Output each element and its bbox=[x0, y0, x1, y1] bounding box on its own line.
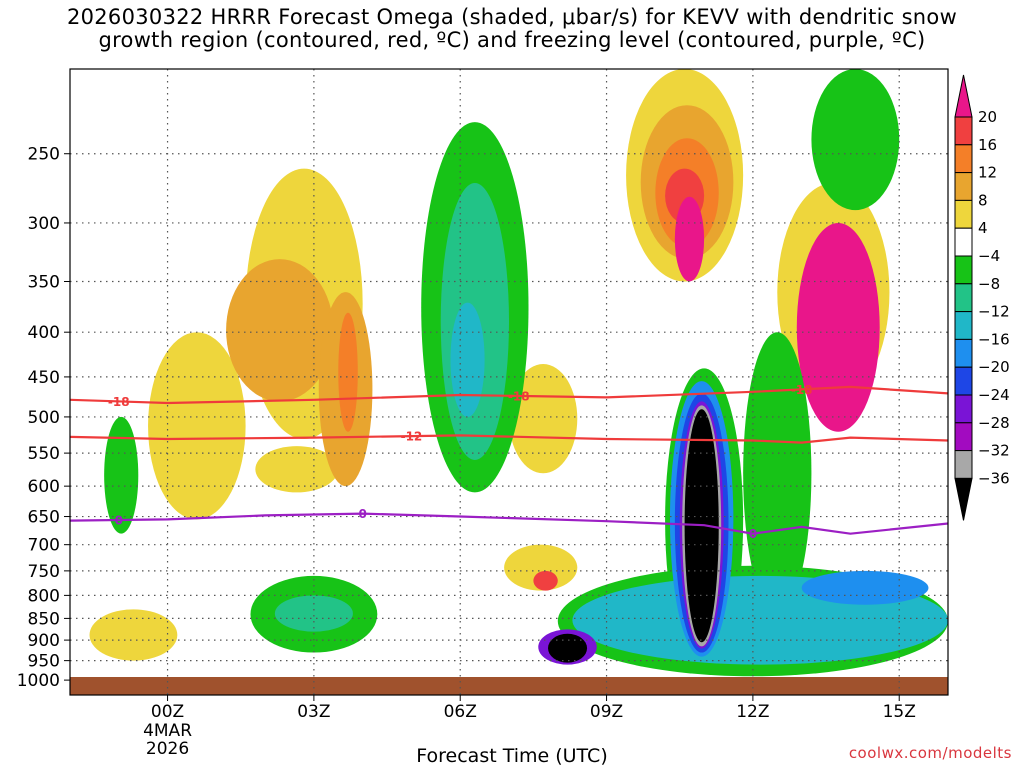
omega-region-4-6 bbox=[509, 364, 578, 474]
title-line-1: 2026030322 HRRR Forecast Omega (shaded, … bbox=[66, 5, 958, 29]
contour-label-neg12-0: -12 bbox=[401, 430, 423, 444]
y-axis: 2503003504004505005506006507007508008509… bbox=[17, 145, 70, 691]
omega-region-neg8-18 bbox=[104, 416, 139, 534]
contour-label-neg18-2: -18 bbox=[791, 383, 813, 397]
x-tick-label-03Z: 03Z bbox=[297, 702, 330, 722]
colorbar-swatch-13 bbox=[954, 450, 973, 479]
y-tick-label-550: 550 bbox=[28, 444, 60, 464]
omega-region-16-14 bbox=[533, 570, 558, 591]
ground-surface bbox=[70, 677, 948, 695]
omega-region-20-16 bbox=[796, 222, 880, 432]
omega-region-4-0 bbox=[148, 332, 246, 520]
colorbar-label-9: −20 bbox=[978, 358, 1010, 376]
contour-line-0 bbox=[70, 512, 948, 535]
y-tick-label-250: 250 bbox=[28, 145, 60, 165]
colorbar-swatch-10 bbox=[954, 366, 973, 396]
y-tick-label-850: 850 bbox=[28, 609, 60, 629]
temperature-contours: -18 -18 -18 -12 0 0 0 bbox=[70, 383, 948, 541]
omega-region-neg36-35 bbox=[548, 633, 588, 663]
colorbar-swatch-3 bbox=[954, 172, 973, 201]
chart-title: 2026030322 HRRR Forecast Omega (shaded, … bbox=[0, 6, 1024, 52]
colorbar-label-2: 12 bbox=[978, 164, 997, 182]
y-tick-label-650: 650 bbox=[28, 508, 60, 528]
colorbar-swatch-2 bbox=[954, 144, 973, 174]
y-tick-label-750: 750 bbox=[28, 562, 60, 582]
colorbar-swatch-5 bbox=[954, 227, 973, 257]
colorbar-label-12: −32 bbox=[978, 442, 1010, 460]
omega-region-neg20-29 bbox=[801, 570, 929, 605]
x-tick-label-12Z: 12Z bbox=[736, 702, 769, 722]
contour-label-0-0: 0 bbox=[115, 514, 123, 528]
contour-line-neg18 bbox=[70, 385, 948, 405]
y-tick-label-1000: 1000 bbox=[17, 671, 60, 691]
colorbar-swatch-12 bbox=[954, 422, 973, 452]
y-tick-label-900: 900 bbox=[28, 631, 60, 651]
contour-label-0-2: 0 bbox=[749, 527, 757, 541]
omega-region-4-2 bbox=[255, 446, 339, 493]
y-tick-label-800: 800 bbox=[28, 586, 60, 606]
x-tick-label-09Z: 09Z bbox=[590, 702, 623, 722]
colorbar-label-5: −4 bbox=[978, 247, 1000, 265]
omega-region-12-12 bbox=[338, 312, 358, 432]
contour-line-neg12 bbox=[70, 434, 948, 444]
colorbar-label-1: 16 bbox=[978, 136, 997, 154]
colorbar-label-7: −12 bbox=[978, 303, 1010, 321]
colorbar-label-6: −8 bbox=[978, 275, 1000, 293]
colorbar-label-3: 8 bbox=[978, 191, 988, 209]
colorbar-top-arrow bbox=[954, 74, 973, 118]
omega-region-neg8-20 bbox=[811, 69, 900, 211]
credit-link[interactable]: coolwx.com/modelts bbox=[848, 744, 1012, 762]
omega-region-neg12-25 bbox=[274, 595, 353, 632]
x-tick-label-15Z: 15Z bbox=[883, 702, 916, 722]
y-tick-label-600: 600 bbox=[28, 477, 60, 497]
x-tick-label-00Z: 00Z bbox=[151, 702, 184, 722]
colorbar-label-4: 4 bbox=[978, 219, 988, 237]
omega-region-4-3 bbox=[89, 609, 178, 661]
colorbar-swatch-4 bbox=[954, 199, 973, 229]
colorbar-swatch-1 bbox=[954, 116, 973, 146]
omega-region-8-8 bbox=[226, 259, 334, 402]
omega-region-neg16-26 bbox=[450, 302, 485, 417]
y-tick-label-300: 300 bbox=[28, 214, 60, 234]
plot-frame bbox=[69, 68, 949, 696]
title-line-2: growth region (contoured, red, ºC) and f… bbox=[98, 28, 926, 52]
colorbar: 20 16 12 8 4 −4 −8 −12 −16 −20 −24 −28 −32 −36 bbox=[954, 74, 1010, 521]
contour-label-neg18-0: -18 bbox=[108, 395, 130, 409]
colorbar-label-10: −24 bbox=[978, 386, 1010, 404]
x-axis-label: Forecast Time (UTC) bbox=[416, 745, 608, 767]
colorbar-swatch-11 bbox=[954, 394, 973, 424]
x-tick-label-06Z: 06Z bbox=[444, 702, 477, 722]
colorbar-swatch-7 bbox=[954, 283, 973, 313]
omega-region-4-7 bbox=[504, 544, 578, 591]
x-tick-date: 4MAR bbox=[143, 721, 192, 741]
grid bbox=[70, 69, 948, 695]
colorbar-label-13: −36 bbox=[978, 469, 1010, 487]
contour-label-0-1: 0 bbox=[358, 507, 366, 521]
omega-region-20-15 bbox=[674, 196, 705, 282]
contour-label-neg18-1: -18 bbox=[508, 390, 530, 404]
colorbar-label-11: −28 bbox=[978, 414, 1010, 432]
y-tick-label-350: 350 bbox=[28, 272, 60, 292]
y-tick-label-700: 700 bbox=[28, 536, 60, 556]
colorbar-swatch-6 bbox=[954, 255, 973, 285]
colorbar-label-0: 20 bbox=[978, 108, 997, 126]
y-tick-label-500: 500 bbox=[28, 408, 60, 428]
x-tick-year: 2026 bbox=[146, 739, 189, 759]
colorbar-swatch-9 bbox=[954, 338, 973, 368]
y-tick-label-450: 450 bbox=[28, 368, 60, 388]
omega-region-neg8-23 bbox=[743, 332, 812, 614]
colorbar-label-8: −16 bbox=[978, 330, 1010, 348]
colorbar-bottom-arrow bbox=[954, 477, 973, 521]
y-tick-label-950: 950 bbox=[28, 652, 60, 672]
colorbar-swatch-8 bbox=[954, 311, 973, 340]
y-tick-label-400: 400 bbox=[28, 323, 60, 343]
